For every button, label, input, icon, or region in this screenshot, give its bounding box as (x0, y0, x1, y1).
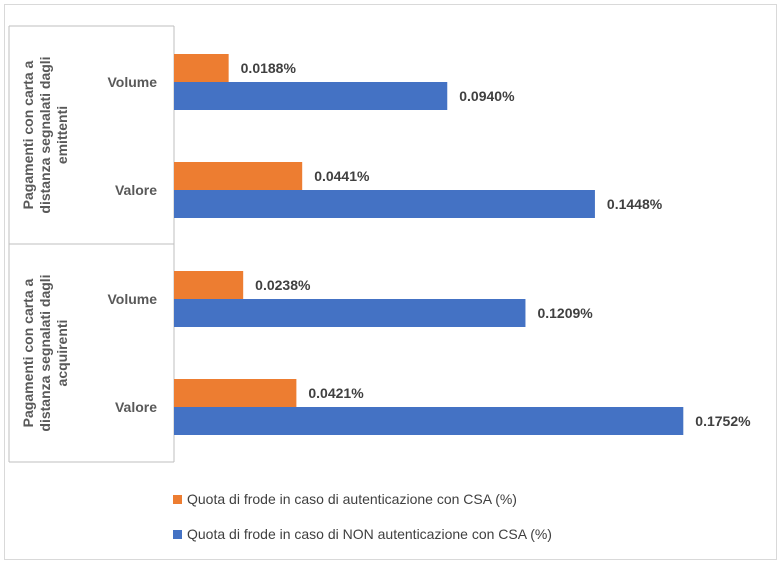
legend-swatch (173, 495, 182, 504)
group-label-line: Pagamenti con carta a (20, 60, 36, 209)
category-label: Valore (115, 182, 157, 198)
legend-label: Quota di frode in caso di autenticazione… (187, 491, 517, 507)
group-label-line: distanza segnalati dagli (37, 274, 53, 431)
data-label: 0.0940% (459, 88, 515, 104)
bar-non-csa (174, 407, 684, 435)
legend-label: Quota di frode in caso di NON autenticaz… (187, 526, 552, 542)
group-label-line: Pagamenti con carta a (20, 278, 36, 427)
group-label: Pagamenti con carta adistanza segnalati … (20, 56, 70, 213)
data-label: 0.1209% (537, 305, 593, 321)
data-label: 0.1448% (607, 196, 663, 212)
bar-csa (174, 162, 303, 190)
chart-frame (4, 4, 777, 560)
data-label: 0.0238% (255, 277, 311, 293)
bar-non-csa (174, 82, 448, 110)
bar-non-csa (174, 190, 595, 218)
data-label: 0.0441% (314, 168, 370, 184)
group-label: Pagamenti con carta adistanza segnalati … (20, 274, 70, 431)
group-label-line: emittenti (54, 106, 70, 164)
group-label-line: acquirenti (54, 320, 70, 387)
bar-csa (174, 271, 244, 299)
data-label: 0.0421% (308, 385, 364, 401)
data-label: 0.1752% (695, 413, 751, 429)
legend-swatch (173, 530, 182, 539)
category-label: Volume (107, 74, 157, 90)
category-label: Volume (107, 291, 157, 307)
category-label: Valore (115, 399, 157, 415)
bar-non-csa (174, 299, 526, 327)
data-label: 0.0188% (241, 60, 297, 76)
bar-csa (174, 379, 297, 407)
bar-csa (174, 54, 229, 82)
group-label-line: distanza segnalati dagli (37, 56, 53, 213)
